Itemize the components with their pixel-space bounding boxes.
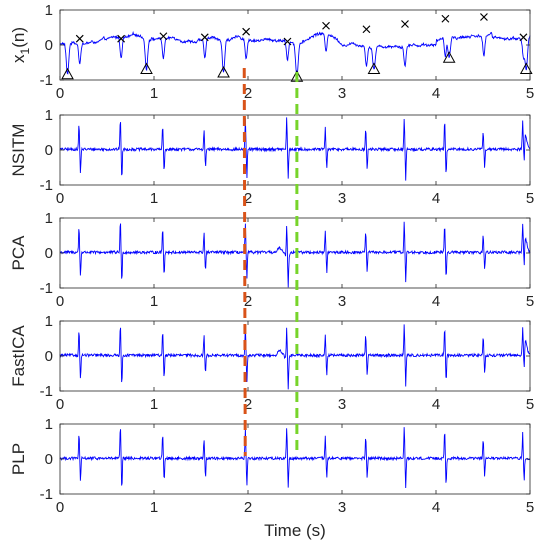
x-tick-label: 5 [526,190,534,207]
x-tick-label: 2 [244,396,252,413]
fetal-peak-marker [519,62,533,74]
maternal-peak-marker [322,21,330,30]
x-tick-label: 0 [56,396,64,413]
y-tick-label: 1 [45,210,53,227]
maternal-peak-marker [480,13,488,21]
maternal-peak-marker [283,37,292,46]
x-tick-label: 0 [56,85,64,102]
panel-1: 10-10 1 2 3 4 5x1(n) [9,2,534,102]
x-tick-label: 4 [432,190,440,207]
x-tick-label: 1 [150,293,158,310]
x-axis-label: Time (s) [264,521,326,540]
x-tick-label: 2 [244,190,252,207]
x-tick-label: 2 [244,293,252,310]
y-tick-label: -1 [40,280,53,297]
y-tick-label: -1 [40,486,53,503]
maternal-peak-marker [441,14,450,23]
vertical-marker-lines [242,67,299,457]
maternal-peak-marker [401,20,409,28]
fetal-peak-marker [61,67,74,80]
y-tick-label: -1 [40,383,53,400]
signal-line [59,221,531,288]
vertical-dashed-line [242,67,247,457]
signal-line [59,324,531,390]
x-tick-label: 2 [244,499,252,516]
x-tick-label: 5 [526,85,534,102]
y-tick-label: 0 [45,245,53,262]
x-tick-label: 4 [432,85,440,102]
y-axis-label: FastICA [9,325,28,387]
y-axis-label: PLP [9,443,28,475]
x-tick-label: 2 [244,85,252,102]
maternal-peak-marker [75,34,84,43]
signal-line [59,30,531,78]
fetal-peak-marker [442,51,456,63]
x-tick-label: 1 [150,190,158,207]
x-tick-label: 3 [338,190,346,207]
y-tick-label: -1 [40,177,53,194]
y-axis-label: PCA [9,235,28,271]
x-tick-label: 5 [526,396,534,413]
y-tick-label: -1 [40,72,53,89]
maternal-peak-marker [117,34,126,43]
y-tick-label: 0 [45,37,53,54]
maternal-peak-marker [200,33,209,42]
x-tick-label: 0 [56,499,64,516]
x-tick-label: 5 [526,293,534,310]
y-tick-label: 0 [45,142,53,159]
x-tick-label: 4 [432,293,440,310]
y-tick-label: 1 [45,313,53,330]
x-tick-label: 3 [338,85,346,102]
maternal-peak-marker [519,33,528,42]
y-axis-label: x1(n) [9,27,32,63]
y-tick-label: 0 [45,451,53,468]
y-axis-label: NSITM [9,124,28,177]
axes-box [59,9,531,81]
maternal-peak-marker [242,27,251,36]
x-tick-label: 3 [338,499,346,516]
y-tick-label: 0 [45,348,53,365]
y-tick-label: 1 [45,2,53,19]
signal-line [59,117,531,181]
fetal-peak-marker [367,62,381,74]
x-tick-label: 3 [338,293,346,310]
maternal-peak-marker [362,25,371,34]
x-tick-label: 3 [338,396,346,413]
x-tick-label: 4 [432,396,440,413]
fetal-peak-marker [217,65,230,78]
x-tick-label: 4 [432,499,440,516]
x-tick-label: 0 [56,190,64,207]
x-tick-label: 1 [150,499,158,516]
maternal-peak-marker [159,32,168,41]
x-tick-label: 1 [150,396,158,413]
x-tick-label: 0 [56,293,64,310]
y-tick-label: 1 [45,107,53,124]
fetal-peak-marker [140,62,153,74]
x-tick-label: 5 [526,499,534,516]
y-tick-label: 1 [45,416,53,433]
signal-line [59,427,531,489]
x-tick-label: 1 [150,85,158,102]
